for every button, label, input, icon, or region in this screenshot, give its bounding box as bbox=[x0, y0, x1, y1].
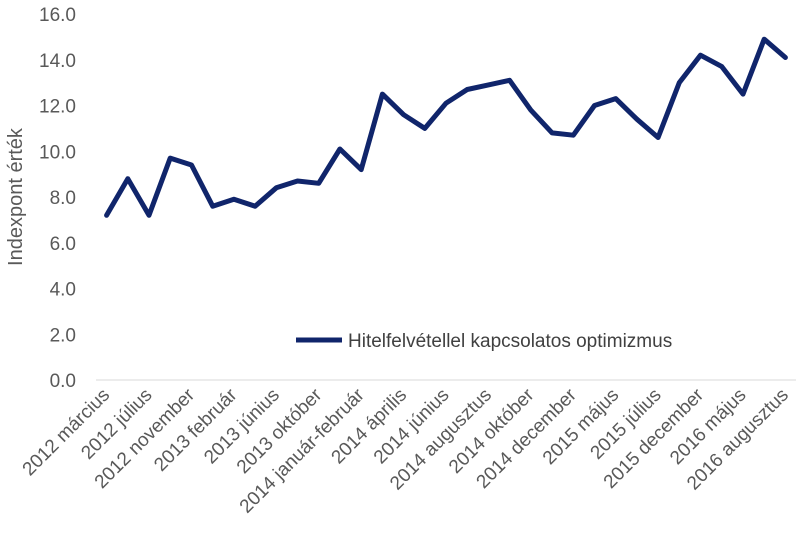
y-tick-label: 8.0 bbox=[50, 188, 76, 209]
y-axis-label: Indexpont érték bbox=[5, 127, 27, 266]
y-tick-label: 4.0 bbox=[50, 280, 76, 301]
series-line bbox=[104, 36, 788, 218]
y-tick-labels: 0.0 2.0 4.0 6.0 8.0 10.0 12.0 14.0 16.0 bbox=[39, 5, 76, 392]
y-tick-label: 16.0 bbox=[39, 5, 76, 26]
series-group bbox=[104, 36, 788, 218]
y-tick-label: 12.0 bbox=[39, 97, 76, 118]
y-tick-label: 2.0 bbox=[50, 325, 76, 346]
legend: Hitelfelvétellel kapcsolatos optimizmus bbox=[296, 331, 672, 352]
y-tick-label: 6.0 bbox=[50, 234, 76, 255]
y-tick-label: 14.0 bbox=[39, 51, 76, 72]
legend-label: Hitelfelvétellel kapcsolatos optimizmus bbox=[348, 331, 672, 352]
y-tick-label: 10.0 bbox=[39, 142, 76, 163]
y-axis-label-group: Indexpont érték bbox=[5, 127, 27, 266]
y-tick-label: 0.0 bbox=[50, 371, 76, 392]
